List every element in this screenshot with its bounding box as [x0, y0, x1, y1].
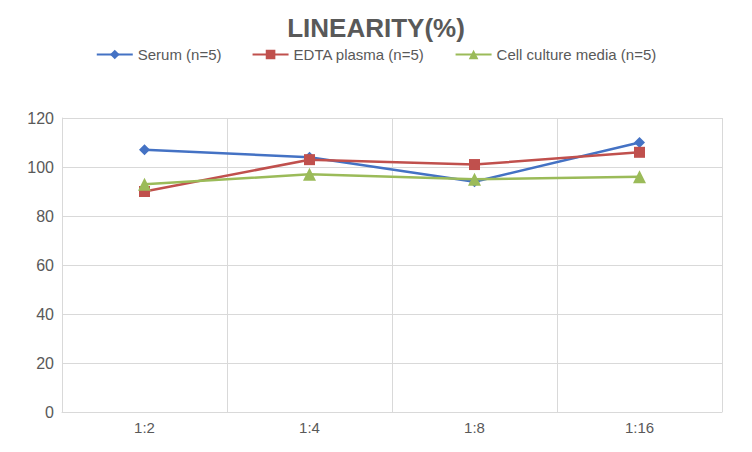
svg-text:EDTA plasma (n=5): EDTA plasma (n=5)	[294, 46, 424, 63]
svg-text:1:8: 1:8	[464, 419, 485, 436]
svg-text:1:2: 1:2	[134, 419, 155, 436]
svg-text:1:16: 1:16	[625, 419, 654, 436]
svg-text:0: 0	[45, 404, 54, 421]
svg-text:80: 80	[36, 208, 54, 225]
svg-text:Serum (n=5): Serum (n=5)	[138, 46, 222, 63]
svg-text:1:4: 1:4	[299, 419, 320, 436]
svg-text:LINEARITY(%): LINEARITY(%)	[287, 13, 465, 43]
svg-text:60: 60	[36, 257, 54, 274]
svg-text:Cell culture media (n=5): Cell culture media (n=5)	[497, 46, 657, 63]
svg-text:120: 120	[27, 110, 54, 127]
svg-text:40: 40	[36, 306, 54, 323]
svg-text:100: 100	[27, 159, 54, 176]
svg-text:20: 20	[36, 355, 54, 372]
